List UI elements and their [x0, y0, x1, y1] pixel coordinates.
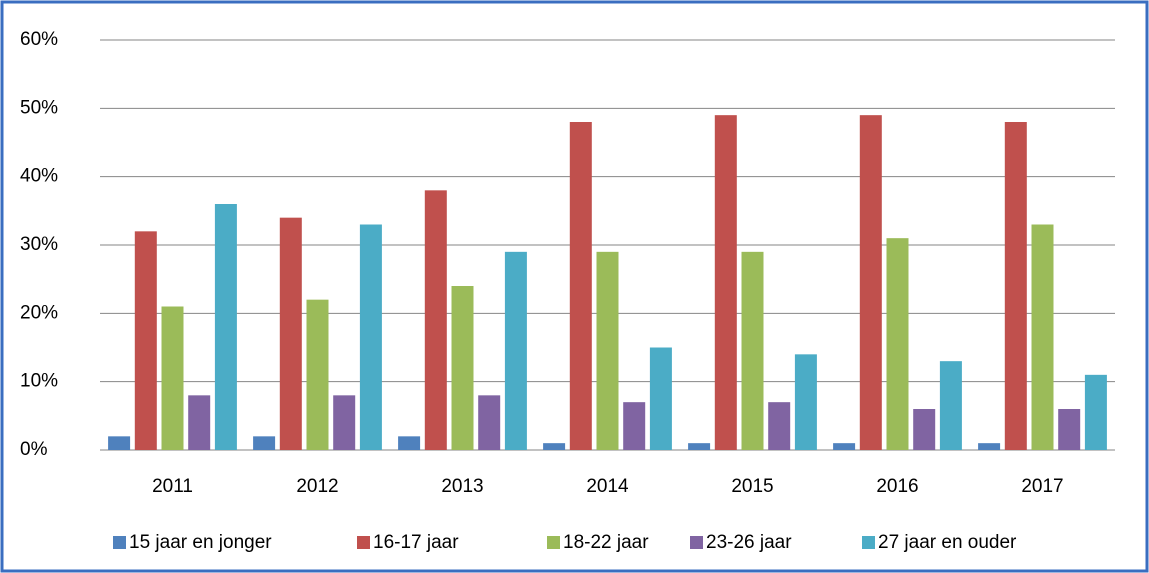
legend-swatch: [113, 536, 126, 549]
x-tick-label: 2011: [152, 476, 193, 497]
bar: [886, 238, 909, 450]
x-tick-label: 2013: [441, 476, 483, 497]
x-tick-label: 2015: [731, 476, 773, 497]
bar: [1084, 374, 1107, 450]
bar: [478, 395, 501, 450]
bar: [161, 306, 184, 450]
bar: [306, 299, 329, 450]
legend-label: 27 jaar en ouder: [878, 532, 1017, 553]
bar: [1031, 224, 1054, 450]
bar: [504, 251, 527, 450]
bar: [688, 443, 711, 450]
legend-label: 15 jaar en jonger: [129, 532, 272, 553]
bar: [939, 361, 962, 450]
bar: [188, 395, 211, 450]
bar: [569, 122, 592, 450]
y-tick-label: 30%: [20, 234, 58, 255]
y-tick-label: 10%: [20, 371, 58, 392]
legend-label: 18-22 jaar: [563, 532, 649, 553]
y-tick-label: 0%: [20, 439, 48, 460]
bar: [913, 409, 936, 450]
bar: [768, 402, 791, 450]
bar: [359, 224, 382, 450]
bar: [279, 217, 302, 450]
bar: [741, 251, 764, 450]
y-tick-label: 60%: [20, 29, 58, 50]
legend-swatch: [690, 536, 703, 549]
bar: [649, 347, 672, 450]
bar: [424, 190, 447, 451]
bar: [451, 286, 474, 450]
legend-label: 23-26 jaar: [706, 532, 792, 553]
bar: [333, 395, 356, 450]
x-tick-label: 2017: [1021, 476, 1063, 497]
bar: [596, 251, 619, 450]
bar: [253, 436, 276, 450]
bar: [214, 204, 237, 450]
x-tick-label: 2016: [876, 476, 918, 497]
bar: [833, 443, 856, 450]
bar: [1004, 122, 1027, 450]
legend-swatch: [357, 536, 370, 549]
bar: [794, 354, 817, 450]
bar: [714, 115, 737, 451]
legend-swatch: [547, 536, 560, 549]
bar: [134, 231, 157, 450]
x-tick-label: 2014: [586, 476, 629, 497]
bar: [859, 115, 882, 451]
bar: [543, 443, 566, 450]
y-tick-label: 50%: [20, 97, 58, 118]
legend-label: 16-17 jaar: [373, 532, 459, 553]
bar: [1058, 409, 1081, 450]
x-tick-label: 2012: [296, 476, 338, 497]
y-tick-label: 20%: [20, 302, 58, 323]
legend-swatch: [862, 536, 875, 549]
y-tick-label: 40%: [20, 166, 58, 187]
bar: [623, 402, 646, 450]
bar: [398, 436, 421, 450]
bar: [108, 436, 131, 450]
bar: [978, 443, 1001, 450]
